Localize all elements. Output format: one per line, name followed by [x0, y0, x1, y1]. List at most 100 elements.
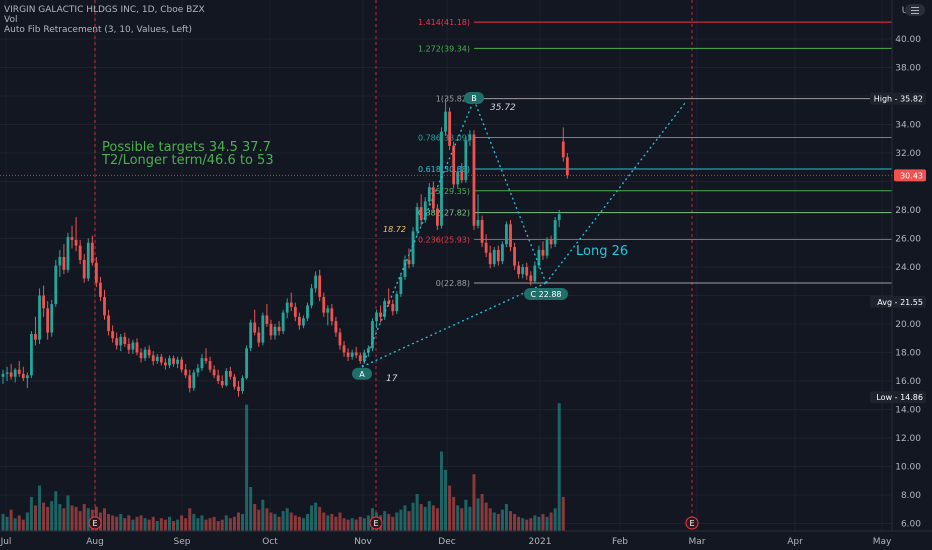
- candle-body: [155, 356, 159, 362]
- candle-body: [131, 342, 135, 350]
- candle-body: [204, 358, 208, 362]
- volume-bar: [354, 519, 358, 531]
- volume-bar: [419, 504, 423, 531]
- candle-body: [529, 275, 533, 282]
- candle-body: [99, 282, 102, 297]
- candle-body: [464, 140, 468, 181]
- candle-body: [521, 267, 525, 275]
- vol-indicator-label[interactable]: Vol: [4, 15, 17, 25]
- volume-bar: [29, 496, 33, 531]
- earnings-marker[interactable]: E: [88, 516, 102, 530]
- volume-bar: [444, 469, 448, 531]
- volume-bar: [155, 521, 159, 531]
- time-tick-label: Feb: [612, 537, 628, 547]
- candle-body: [176, 359, 179, 364]
- candle-body: [168, 358, 171, 366]
- price-tag-label: High - 35.82: [874, 95, 923, 104]
- candle-body: [541, 249, 545, 256]
- volume-bar: [277, 516, 281, 531]
- candle-body: [371, 321, 374, 349]
- candle-body: [277, 326, 281, 332]
- candle-body: [34, 333, 37, 340]
- volume-bar: [391, 516, 395, 531]
- earnings-icon: [88, 516, 102, 530]
- candle-body: [334, 321, 338, 333]
- candle-body: [172, 358, 175, 364]
- candle-body: [139, 352, 143, 359]
- candle-body: [237, 386, 240, 391]
- candle-body: [103, 296, 106, 316]
- candle-body: [257, 332, 261, 343]
- fib-level-label: 1.272(39.34): [418, 44, 470, 53]
- volume-bar: [362, 518, 366, 531]
- candle-body: [293, 306, 297, 317]
- candle-body: [147, 349, 151, 356]
- fib-level-label: 0.786(33.09): [418, 133, 470, 142]
- candle-body: [224, 371, 228, 386]
- candle-body: [261, 315, 265, 343]
- volume-bar: [70, 505, 74, 531]
- candle-body: [127, 343, 131, 350]
- candle-body: [82, 259, 86, 279]
- volume-bar: [66, 495, 70, 531]
- volume-bar: [261, 499, 265, 531]
- volume-bar: [492, 512, 496, 531]
- earnings-marker[interactable]: E: [685, 516, 699, 530]
- price-tick-label: 18.00: [895, 349, 921, 359]
- volume-bar: [111, 515, 115, 531]
- volume-bar: [431, 505, 435, 531]
- fib-layer: 1.414(41.18) 1.272(39.34) 1(35.82) 0.786(33…: [418, 18, 892, 288]
- candle-body: [484, 242, 488, 253]
- volume-bar: [553, 508, 557, 531]
- price-tick-label: 24.00: [895, 263, 921, 273]
- volume-bar: [439, 451, 443, 531]
- volume-bar: [167, 516, 171, 531]
- time-axis[interactable]: Jul Aug Sep Oct Nov Dec 2021 Feb Mar Apr May E E E: [0, 516, 932, 547]
- volume-bar: [38, 485, 42, 531]
- fib-level-label: 0.618(30.88): [418, 165, 470, 174]
- volume-bar: [399, 509, 403, 531]
- price-tick-label: 34.00: [895, 121, 921, 131]
- candle-body: [460, 171, 464, 181]
- price-tick-label: 16.00: [895, 377, 921, 387]
- candle-body: [505, 224, 508, 245]
- candle-body: [407, 259, 411, 265]
- volume-bar: [163, 519, 167, 531]
- volume-bar: [253, 504, 257, 531]
- volume-bar: [350, 518, 354, 531]
- annotations: A B C 22.88 17 35.72 18.72: [352, 91, 568, 384]
- price-tick-label: 32.00: [895, 149, 921, 159]
- candle-body: [375, 312, 378, 322]
- price-tick-label: 20.00: [895, 320, 921, 330]
- candle-body: [74, 239, 78, 246]
- projection-line: [545, 101, 687, 284]
- candle-body: [1, 373, 5, 377]
- volume-bar: [427, 501, 431, 531]
- targets-note: Possible targets 34.5 37.7: [102, 140, 271, 155]
- price-tick-label: 12.00: [895, 434, 921, 444]
- candle-body: [159, 356, 163, 363]
- candle-body: [492, 249, 496, 265]
- volume-bar: [383, 511, 387, 531]
- volume-bar: [257, 509, 261, 531]
- wave-a-b-line: [361, 99, 475, 368]
- price-tick-label: 8.00: [901, 491, 921, 501]
- volume-bar: [62, 508, 66, 531]
- fib-indicator-label[interactable]: Auto Fib Retracement (3, 10, Values, Lef…: [4, 25, 192, 35]
- candle-body: [476, 219, 480, 226]
- price-tag-box: [870, 391, 926, 404]
- longer-term-note: T2/Longer term/46.6 to 53: [101, 153, 274, 168]
- candle-body: [21, 373, 25, 379]
- menu-icon[interactable]: [905, 4, 925, 16]
- price-tag-label: Avg - 21.55: [877, 298, 923, 307]
- time-tick-label: Mar: [689, 537, 706, 547]
- volume-bar: [281, 511, 285, 531]
- price-axis[interactable]: 6.00 8.00 10.00 12.00 14.00 16.00 18.00 20.00 24…: [0, 0, 926, 531]
- volume-bar: [407, 511, 411, 531]
- candle-body: [452, 145, 456, 185]
- volume-bar: [452, 496, 456, 531]
- volume-bar: [545, 516, 549, 531]
- earnings-marker[interactable]: E: [369, 516, 383, 530]
